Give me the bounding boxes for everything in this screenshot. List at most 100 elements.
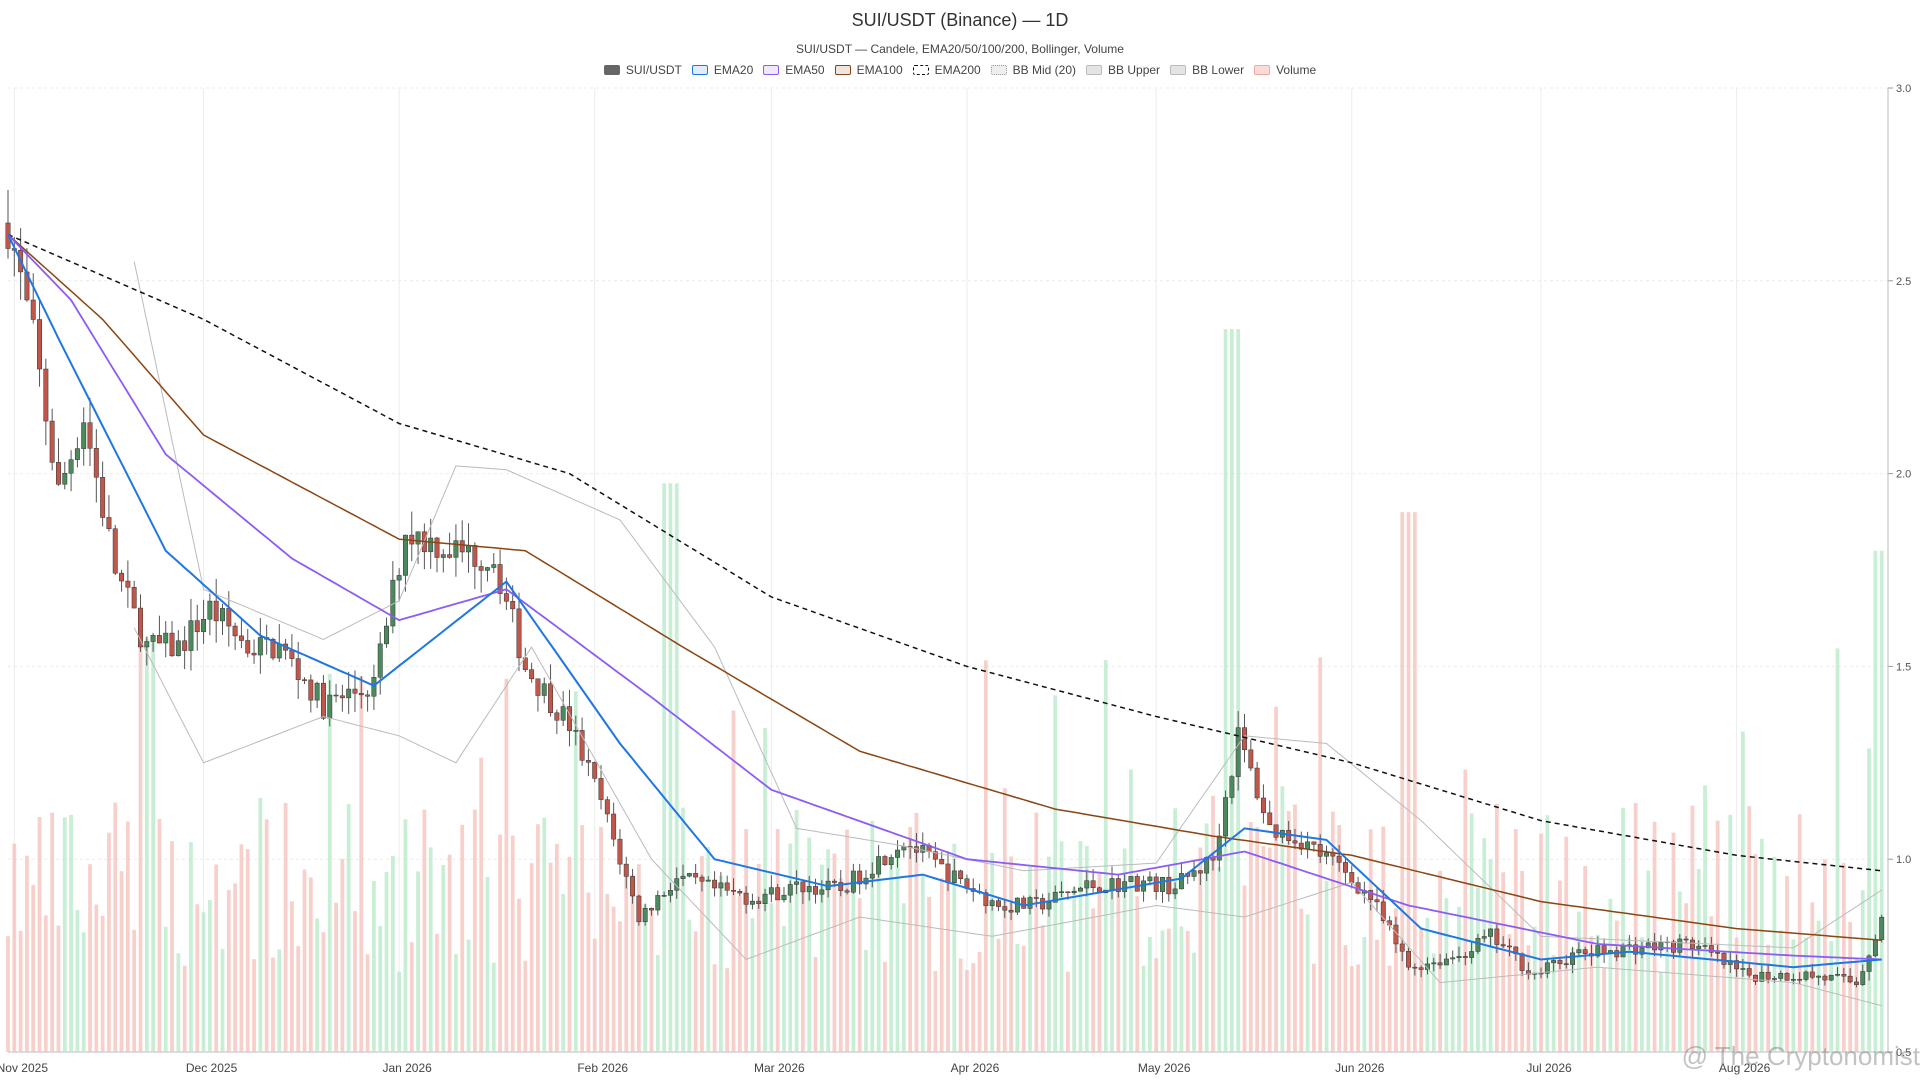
candle-body xyxy=(1059,891,1065,893)
volume-bar xyxy=(573,691,578,1052)
legend-item[interactable]: BB Upper xyxy=(1086,63,1160,77)
volume-bar xyxy=(1608,898,1613,1052)
legend-item[interactable]: EMA20 xyxy=(691,63,753,77)
volume-bar xyxy=(1457,906,1461,1052)
candle-body xyxy=(535,678,541,696)
volume-bar xyxy=(1053,695,1058,1052)
candle-body xyxy=(238,635,244,641)
candle-body xyxy=(333,694,339,697)
candle-body xyxy=(655,895,661,911)
volume-bar xyxy=(845,829,849,1052)
volume-bar xyxy=(88,864,92,1052)
volume-bar xyxy=(756,864,761,1052)
legend-item[interactable]: EMA200 xyxy=(912,63,981,77)
chart-legend: SUI/USDT EMA20 EMA50 EMA100 EMA200 BB Mid (20… xyxy=(0,63,1920,77)
volume-bar xyxy=(1532,926,1537,1052)
volume-bar xyxy=(927,896,931,1052)
x-tick-label: Apr 2026 xyxy=(951,1061,1000,1075)
candle-body xyxy=(1822,975,1828,981)
volume-bar xyxy=(1274,706,1278,1052)
legend-item[interactable]: BB Mid (20) xyxy=(990,63,1076,77)
volume-bar xyxy=(18,930,23,1052)
candle-body xyxy=(497,564,503,594)
legend-label: SUI/USDT xyxy=(625,63,682,77)
candle-body xyxy=(529,669,535,680)
volume-bar xyxy=(308,877,313,1052)
candle-body xyxy=(756,900,762,905)
volume-bar xyxy=(655,955,660,1052)
candle-body xyxy=(1115,878,1121,892)
volume-bar xyxy=(1829,941,1834,1052)
volume-bar xyxy=(1375,939,1379,1052)
volume-bar xyxy=(428,847,433,1052)
volume-bar xyxy=(1867,748,1871,1052)
candle-body xyxy=(1368,890,1374,900)
candle-body xyxy=(1027,897,1033,909)
volume-bar xyxy=(681,807,685,1052)
volume-bar xyxy=(1627,938,1632,1052)
legend-swatch xyxy=(603,65,620,75)
volume-bar xyxy=(1059,841,1064,1052)
candle-body xyxy=(1178,873,1184,890)
candle-body xyxy=(1090,880,1096,888)
volume-bar xyxy=(252,959,256,1052)
volume-bar xyxy=(466,939,471,1052)
legend-swatch xyxy=(990,65,1007,75)
candle-body xyxy=(705,879,711,882)
volume-bar xyxy=(1715,820,1720,1052)
volume-bar xyxy=(1621,807,1625,1052)
volume-bar xyxy=(1804,937,1808,1052)
candle-body xyxy=(1860,971,1866,985)
legend-item[interactable]: EMA50 xyxy=(763,63,825,77)
candle-body xyxy=(724,882,730,891)
candle-body xyxy=(1841,974,1847,977)
candle-body xyxy=(503,593,509,602)
candle-body xyxy=(1500,944,1506,947)
volume-bar xyxy=(605,893,610,1052)
volume-bar xyxy=(1349,966,1354,1052)
candle-body xyxy=(1746,968,1752,976)
volume-bar xyxy=(1791,939,1796,1052)
volume-bar xyxy=(321,932,326,1052)
volume-bar xyxy=(971,963,976,1052)
volume-bar xyxy=(144,637,149,1052)
volume-bar xyxy=(403,819,408,1052)
ema100-line xyxy=(7,233,1882,941)
candle-body xyxy=(150,635,156,642)
volume-bar xyxy=(832,853,837,1052)
volume-bar xyxy=(1147,936,1152,1052)
volume-bar xyxy=(1230,329,1234,1052)
candle-body xyxy=(49,420,55,463)
candle-body xyxy=(1197,870,1203,874)
volume-bar xyxy=(157,818,162,1052)
candle-body xyxy=(1134,876,1140,892)
bb-lower-line xyxy=(133,627,1882,1007)
volume-bar xyxy=(1103,660,1108,1052)
candle-body xyxy=(1065,891,1071,894)
candle-body xyxy=(1229,776,1235,798)
candle-body xyxy=(270,639,276,659)
volume-bar xyxy=(674,483,679,1052)
candle-body xyxy=(415,531,421,545)
volume-bar xyxy=(838,878,843,1052)
legend-item[interactable]: SUI/USDT xyxy=(603,63,682,77)
volume-bar xyxy=(107,832,111,1052)
volume-bar xyxy=(895,856,900,1052)
volume-bar xyxy=(624,875,629,1052)
volume-bar xyxy=(1614,920,1619,1052)
volume-bar xyxy=(220,948,225,1052)
volume-bar xyxy=(1280,786,1285,1052)
candle-body xyxy=(882,856,888,865)
legend-item[interactable]: BB Lower xyxy=(1170,63,1244,77)
candle-body xyxy=(453,540,459,558)
candle-body xyxy=(794,881,800,885)
volume-bar xyxy=(1299,908,1304,1052)
candle-body xyxy=(1052,891,1058,903)
candle-body xyxy=(787,884,793,896)
candle-body xyxy=(1260,797,1266,814)
legend-item[interactable]: Volume xyxy=(1254,63,1316,77)
volume-bar xyxy=(340,858,345,1052)
ema50-line xyxy=(7,233,1882,961)
legend-item[interactable]: EMA100 xyxy=(834,63,903,77)
volume-bar xyxy=(264,819,269,1052)
